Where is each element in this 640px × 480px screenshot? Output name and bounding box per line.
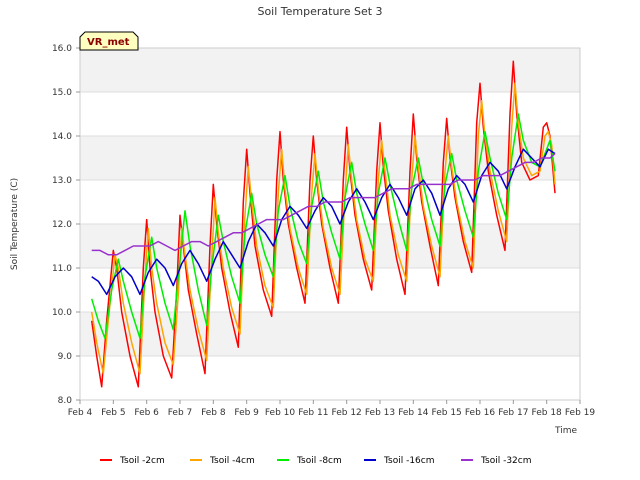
x-tick-label: Feb 12 xyxy=(332,408,362,418)
x-tick-label: Feb 8 xyxy=(201,408,226,418)
legend-label: Tsoil -32cm xyxy=(480,456,531,466)
legend-label: Tsoil -8cm xyxy=(296,456,342,466)
y-tick-label: 16.0 xyxy=(52,44,72,54)
x-axis: Feb 4 Feb 5 Feb 6 Feb 7 Feb 8 Feb 9 Feb 10 Feb … xyxy=(68,400,596,418)
chart-title: Soil Temperature Set 3 xyxy=(257,5,382,18)
y-tick-label: 13.0 xyxy=(52,176,72,186)
x-tick-label: Feb 11 xyxy=(298,408,328,418)
x-tick-label: Feb 9 xyxy=(234,408,259,418)
series-lines xyxy=(90,60,556,388)
x-tick-label: Feb 14 xyxy=(398,408,429,418)
x-tick-label: Feb 19 xyxy=(565,408,596,418)
series-line-2 xyxy=(90,82,556,375)
y-tick-label: 15.0 xyxy=(52,88,72,98)
site-label-box xyxy=(79,31,139,51)
series-line-3 xyxy=(90,113,556,340)
y-tick-label: 11.0 xyxy=(52,264,72,274)
background-band xyxy=(80,356,580,400)
y-axis-title: Soil Temperature (C) xyxy=(10,178,20,270)
legend-label: Tsoil -4cm xyxy=(209,456,255,466)
series-line-5 xyxy=(91,153,556,256)
background-band xyxy=(80,92,580,136)
x-tick-label: Feb 10 xyxy=(265,408,296,418)
legend-label: Tsoil -2cm xyxy=(119,456,165,466)
y-tick-label: 9.0 xyxy=(58,352,73,362)
y-tick-label: 12.0 xyxy=(52,220,72,230)
series-line-4 xyxy=(91,148,556,296)
background-band xyxy=(80,136,580,180)
background-band xyxy=(80,48,580,92)
x-tick-label: Feb 18 xyxy=(532,408,563,418)
legend: Tsoil -2cm Tsoil -4cm Tsoil -8cm Tsoil -16c… xyxy=(100,456,531,466)
x-axis-title: Time xyxy=(554,426,577,436)
x-tick-label: Feb 16 xyxy=(465,408,496,418)
y-tick-label: 14.0 xyxy=(52,132,72,142)
y-tick-label: 10.0 xyxy=(52,308,72,318)
x-tick-label: Feb 13 xyxy=(365,408,395,418)
background-band xyxy=(80,268,580,312)
x-tick-label: Feb 17 xyxy=(498,408,528,418)
site-label-badge: VR_met xyxy=(79,31,139,51)
y-axis: 8.0 9.0 10.0 11.0 12.0 13.0 14.0 15.0 16.0 xyxy=(52,44,80,406)
background-band xyxy=(80,312,580,356)
site-label-text: VR_met xyxy=(87,37,130,48)
x-tick-label: Feb 5 xyxy=(101,408,126,418)
x-tick-label: Feb 7 xyxy=(168,408,193,418)
x-tick-label: Feb 4 xyxy=(68,408,93,418)
x-tick-label: Feb 15 xyxy=(432,408,462,418)
legend-label: Tsoil -16cm xyxy=(383,456,434,466)
x-tick-label: Feb 6 xyxy=(134,408,159,418)
y-tick-label: 8.0 xyxy=(58,396,73,406)
series-line-1 xyxy=(90,60,556,388)
